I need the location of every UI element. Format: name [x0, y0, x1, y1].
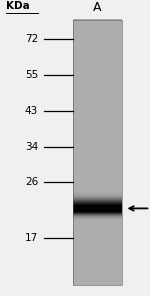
- Text: 55: 55: [25, 70, 38, 80]
- Text: 72: 72: [25, 34, 38, 44]
- Text: 34: 34: [25, 142, 38, 152]
- Text: 26: 26: [25, 177, 38, 187]
- Text: A: A: [93, 1, 101, 14]
- Bar: [73, 20, 122, 285]
- Text: 17: 17: [25, 233, 38, 243]
- Text: 43: 43: [25, 106, 38, 116]
- Text: KDa: KDa: [6, 1, 30, 12]
